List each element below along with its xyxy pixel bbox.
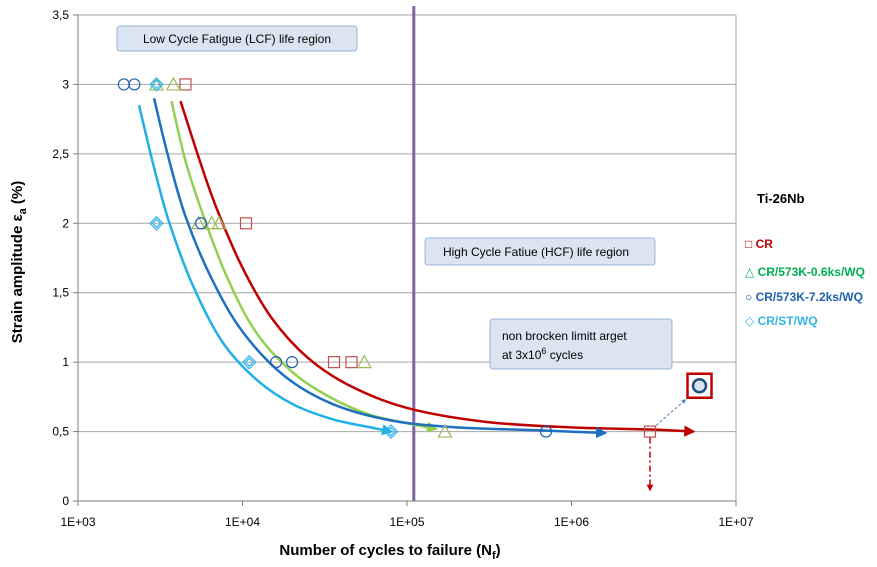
- x-axis-title-subscript: f: [492, 550, 496, 562]
- runout-annotation: non brocken limitt arget at 3x106 cycles: [489, 318, 673, 370]
- data-point-0-0: [179, 78, 192, 91]
- legend: □ CR△ CR/573K-0.6ks/WQ○ CR/573K-7.2ks/WQ…: [745, 237, 865, 328]
- y-tick-label-4: 2: [62, 216, 69, 230]
- material-label: Ti-26Nb: [757, 191, 804, 206]
- y-axis-ticks: 0 0,5 1 1,5 2 2,5 3 3,5: [52, 8, 78, 508]
- hcf-annotation-text: High Cycle Fatiue (HCF) life region: [443, 245, 629, 259]
- x-axis-title-main: Number of cycles to failure (N: [279, 542, 492, 559]
- data-point-0-1: [239, 217, 253, 230]
- legend-entry-2: ○ CR/573K-7.2ks/WQ: [745, 290, 863, 304]
- data-point-1-5: [356, 354, 372, 369]
- data-point-inner-3-1: [151, 218, 162, 229]
- fit-curve-1: [170, 100, 439, 433]
- data-point-0-3: [345, 356, 358, 369]
- fit-curve-2: [152, 98, 608, 439]
- runout-annotation-line1: non brocken limitt arget: [502, 329, 627, 343]
- lcf-annotation: Low Cycle Fatigue (LCF) life region: [116, 25, 358, 52]
- x-tick-label-0: 1E+03: [60, 515, 95, 529]
- runout-annotation-box: [489, 318, 673, 370]
- data-point-3-0: [149, 77, 164, 92]
- hcf-annotation: High Cycle Fatiue (HCF) life region: [424, 237, 656, 266]
- x-tick-label-1: 1E+04: [225, 515, 260, 529]
- runout-indicators: [646, 372, 713, 492]
- data-point-inner-3-0: [151, 79, 162, 90]
- legend-entry-0: □ CR: [745, 237, 773, 251]
- data-point-0-4: [643, 425, 657, 438]
- data-point-2-3: [269, 356, 283, 369]
- legend-label-0: CR: [752, 237, 773, 251]
- data-point-2-1: [128, 78, 141, 91]
- y-tick-label-3: 1,5: [52, 286, 69, 300]
- y-tick-label-2: 1: [62, 355, 69, 369]
- legend-symbol-2: ○: [745, 290, 752, 304]
- legend-symbol-1: △: [745, 265, 755, 279]
- y-tick-label-1: 0,5: [52, 425, 69, 439]
- data-point-2-2: [194, 217, 208, 230]
- lcf-annotation-text: Low Cycle Fatigue (LCF) life region: [143, 32, 331, 46]
- y-axis-title: Strain amplitude εa (%): [9, 181, 29, 343]
- runout-annotation-line2: at 3x106 cycles: [502, 346, 583, 362]
- x-axis-title-close: ): [496, 542, 501, 559]
- y-tick-label-0: 0: [62, 494, 69, 508]
- x-tick-label-2: 1E+05: [389, 515, 424, 529]
- y-tick-label-5: 2,5: [52, 147, 69, 161]
- legend-label-1: CR/573K-0.6ks/WQ: [754, 265, 865, 279]
- fit-curve-3: [137, 104, 394, 436]
- runout-line2-prefix: at 3x10: [502, 348, 542, 362]
- data-point-inner-3-3: [386, 426, 396, 437]
- x-tick-label-4: 1E+07: [718, 515, 753, 529]
- data-point-1-4: [211, 215, 227, 230]
- runout-diag-arrow: [655, 399, 687, 426]
- y-axis-title-subscript: a: [17, 207, 29, 214]
- fit-curve-0: [179, 100, 696, 437]
- hcf-annotation-box: [424, 237, 656, 266]
- data-point-1-1: [165, 76, 181, 91]
- lcf-annotation-box: [116, 25, 358, 52]
- data-point-2-5: [539, 425, 553, 438]
- data-point-0-2: [327, 356, 341, 369]
- fit-curves: [137, 98, 696, 439]
- data-point-3-2: [241, 354, 257, 370]
- x-tick-label-3: 1E+06: [554, 515, 589, 529]
- x-axis-ticks: 1E+03 1E+04 1E+05 1E+06 1E+07: [60, 501, 754, 529]
- runout-line2-suffix: cycles: [546, 348, 583, 362]
- runout-target-circle: [691, 377, 708, 394]
- y-axis-title-unit: (%): [9, 181, 26, 209]
- legend-entry-3: ◇ CR/ST/WQ: [745, 314, 818, 328]
- legend-symbol-0: □: [745, 237, 752, 251]
- data-markers: [117, 76, 657, 439]
- data-point-3-3: [383, 424, 399, 439]
- legend-symbol-3: ◇: [745, 314, 755, 328]
- data-point-inner-3-2: [244, 357, 255, 367]
- x-axis-title: Number of cycles to failure (Nf): [279, 542, 500, 562]
- data-point-1-6: [437, 423, 453, 438]
- legend-entry-1: △ CR/573K-0.6ks/WQ: [745, 265, 865, 279]
- data-point-1-3: [204, 215, 220, 230]
- y-tick-label-7: 3,5: [52, 8, 69, 22]
- runout-line2-exponent: 6: [541, 346, 546, 356]
- legend-label-3: CR/ST/WQ: [754, 314, 817, 328]
- y-tick-label-6: 3: [62, 77, 69, 91]
- data-point-2-4: [285, 356, 299, 369]
- legend-label-2: CR/573K-7.2ks/WQ: [752, 290, 863, 304]
- data-point-3-1: [149, 215, 164, 231]
- y-axis-title-main: Strain amplitude ε: [9, 214, 26, 343]
